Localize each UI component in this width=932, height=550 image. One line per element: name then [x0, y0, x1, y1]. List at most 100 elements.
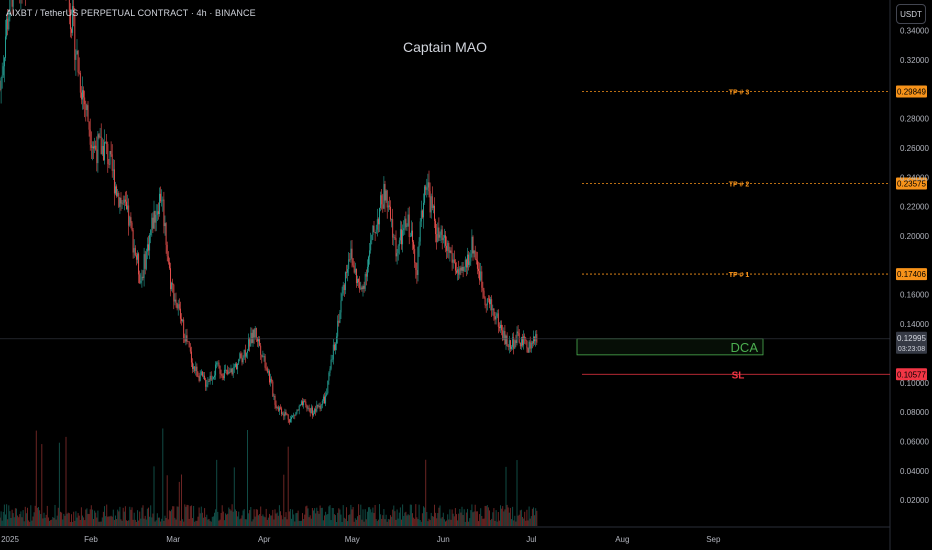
volume-bar	[170, 511, 171, 526]
volume-bar	[264, 517, 266, 526]
volume-bar	[460, 512, 462, 526]
volume-bar	[139, 511, 141, 526]
candle-body	[276, 406, 278, 408]
candle-body	[122, 202, 124, 204]
candle-body	[337, 320, 339, 337]
candle-body	[284, 411, 286, 417]
volume-bar	[496, 521, 498, 526]
candle-body	[328, 372, 330, 381]
volume-bar	[38, 507, 39, 526]
volume-bar	[91, 509, 93, 526]
volume-bar	[484, 505, 486, 526]
volume-bar	[225, 513, 226, 526]
volume-bar	[322, 520, 324, 526]
candle-body	[300, 401, 302, 406]
candle-body	[139, 274, 141, 283]
volume-bar	[94, 510, 96, 526]
candle-body	[286, 414, 288, 416]
candle-body	[101, 145, 103, 155]
candle-body	[417, 247, 419, 275]
volume-bar	[271, 515, 273, 526]
volume-bar	[149, 516, 151, 526]
volume-bar	[319, 505, 321, 526]
volume-bar	[441, 517, 443, 526]
candle-body	[535, 334, 537, 342]
volume-bar	[12, 513, 14, 526]
candle-body	[263, 356, 265, 357]
candle-body	[524, 336, 526, 340]
volume-bar	[353, 521, 355, 526]
volume-bar	[482, 518, 484, 526]
candle-body	[198, 376, 200, 381]
candle-body	[384, 183, 386, 201]
level-price-label: 0.29849	[897, 87, 926, 96]
candle-body	[84, 97, 86, 105]
volume-bar	[416, 517, 418, 526]
volume-bar	[174, 517, 176, 526]
volume-bar	[137, 510, 138, 526]
volume-bar	[294, 521, 296, 526]
volume-bar	[316, 507, 318, 526]
time-tick-label: Aug	[615, 535, 629, 544]
candle-body	[216, 362, 218, 365]
volume-bar	[309, 515, 311, 526]
volume-bar	[387, 518, 389, 526]
candle-body	[250, 332, 252, 347]
volume-bar	[68, 513, 70, 526]
candle-body	[233, 366, 235, 368]
candle-body	[75, 54, 77, 60]
candle-body	[442, 237, 444, 241]
candle-body	[128, 205, 130, 226]
volume-bar	[531, 508, 533, 526]
volume-bar	[288, 511, 290, 526]
candle-body	[380, 195, 382, 209]
candle-body	[490, 299, 492, 305]
volume-bar	[196, 520, 198, 526]
volume-bar	[203, 517, 204, 526]
candle-body	[305, 401, 307, 405]
volume-bar	[204, 508, 206, 526]
candle-body	[113, 169, 115, 194]
candle-body	[9, 0, 11, 18]
volume-bar	[479, 514, 481, 526]
volume-bar	[404, 512, 406, 526]
volume-bar	[421, 513, 423, 526]
volume-bar	[122, 507, 124, 526]
candle-body	[137, 253, 138, 260]
volume-bar	[40, 514, 42, 526]
volume-bar	[241, 515, 243, 526]
volume-bar	[358, 504, 360, 526]
candle-body	[343, 284, 345, 291]
volume-bar	[199, 513, 201, 526]
candle-body	[319, 405, 321, 409]
candle-body	[262, 356, 264, 358]
candle-body	[318, 405, 320, 407]
volume-bar	[131, 507, 133, 526]
volume-bar	[175, 519, 177, 526]
volume-bar	[430, 512, 432, 526]
volume-bar	[69, 521, 71, 526]
candle-body	[425, 186, 427, 190]
candle-body	[146, 244, 148, 252]
candle-body	[195, 366, 197, 372]
candle-body	[218, 362, 220, 366]
volume-bar	[9, 511, 11, 526]
candle-body	[131, 222, 133, 231]
volume-bar	[379, 504, 380, 526]
candle-body	[292, 415, 294, 418]
volume-bar	[299, 520, 301, 526]
volume-bar	[427, 521, 429, 526]
volume-bar	[306, 505, 308, 526]
volume-bar	[124, 506, 126, 526]
volume-bar	[36, 507, 38, 526]
volume-bar	[41, 444, 43, 526]
volume-bar	[315, 513, 317, 526]
volume-bar	[19, 514, 21, 526]
volume-bar	[486, 505, 488, 526]
candle-body	[512, 337, 514, 347]
volume-bar	[255, 509, 257, 526]
currency-button[interactable]: USDT	[896, 4, 926, 24]
candle-body	[76, 50, 78, 55]
candle-body	[298, 405, 300, 411]
